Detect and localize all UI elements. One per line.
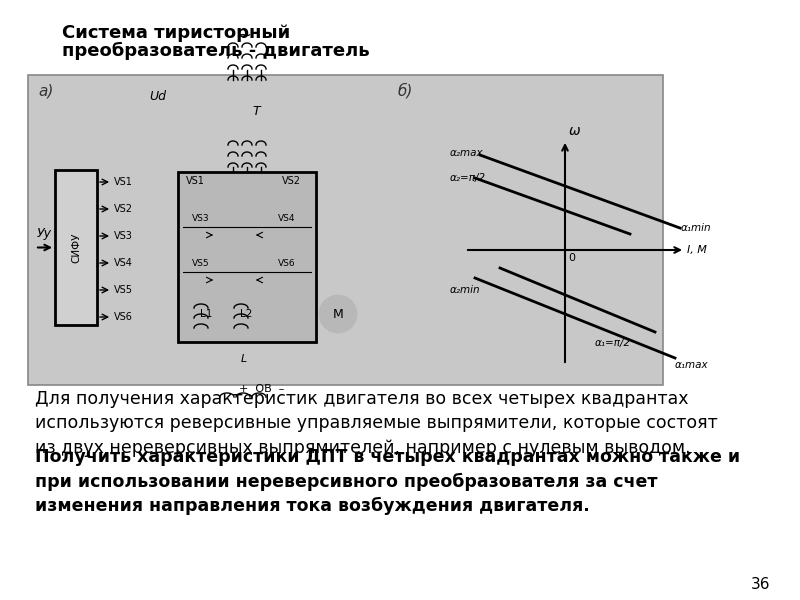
Bar <box>28 75 663 385</box>
Text: Уу: Уу <box>37 226 52 239</box>
Text: L1: L1 <box>200 309 212 319</box>
Text: VS5: VS5 <box>114 285 133 295</box>
Text: VS4: VS4 <box>278 214 295 223</box>
Text: 0: 0 <box>568 253 575 263</box>
Text: L: L <box>241 354 247 364</box>
Text: Ud: Ud <box>149 90 166 103</box>
Text: α₂=π/2: α₂=π/2 <box>450 173 486 183</box>
Bar <box>178 172 316 342</box>
Text: α₂max: α₂max <box>450 148 484 158</box>
Text: VS1: VS1 <box>114 177 133 187</box>
Text: VS4: VS4 <box>114 258 133 268</box>
Text: α₁max: α₁max <box>675 360 709 370</box>
Text: T: T <box>252 105 260 118</box>
Text: VS1: VS1 <box>186 176 205 186</box>
Text: α₁=π/2: α₁=π/2 <box>595 338 631 348</box>
Text: α₁min: α₁min <box>681 223 712 233</box>
Text: 36: 36 <box>750 577 770 592</box>
Bar <box>55 170 97 325</box>
Text: преобразователь - двигатель: преобразователь - двигатель <box>62 42 370 60</box>
Text: а): а) <box>38 83 54 98</box>
Text: I, M: I, M <box>687 245 707 255</box>
Text: б): б) <box>398 83 414 98</box>
Text: +  ОВ  –: + ОВ – <box>239 384 284 394</box>
Text: VS3: VS3 <box>192 214 210 223</box>
Text: СИФУ: СИФУ <box>71 232 81 263</box>
Text: α₂min: α₂min <box>450 285 481 295</box>
Text: VS6: VS6 <box>114 312 133 322</box>
Text: VS6: VS6 <box>278 259 296 268</box>
Text: VS2: VS2 <box>114 204 133 214</box>
Circle shape <box>320 296 356 332</box>
Text: М: М <box>333 307 343 320</box>
Text: VS3: VS3 <box>114 231 133 241</box>
Text: VS5: VS5 <box>192 259 210 268</box>
Text: VS2: VS2 <box>282 176 301 186</box>
Text: ω: ω <box>569 124 581 138</box>
Text: ~: ~ <box>237 27 251 45</box>
Text: Получить характеристики ДПТ в четырех квадрантах можно также и
при использовании: Получить характеристики ДПТ в четырех кв… <box>35 448 740 515</box>
Text: Для получения характеристик двигателя во всех четырех квадрантах
используются ре: Для получения характеристик двигателя во… <box>35 390 718 457</box>
Text: L2: L2 <box>240 309 252 319</box>
Text: Система тиристорный: Система тиристорный <box>62 24 290 42</box>
